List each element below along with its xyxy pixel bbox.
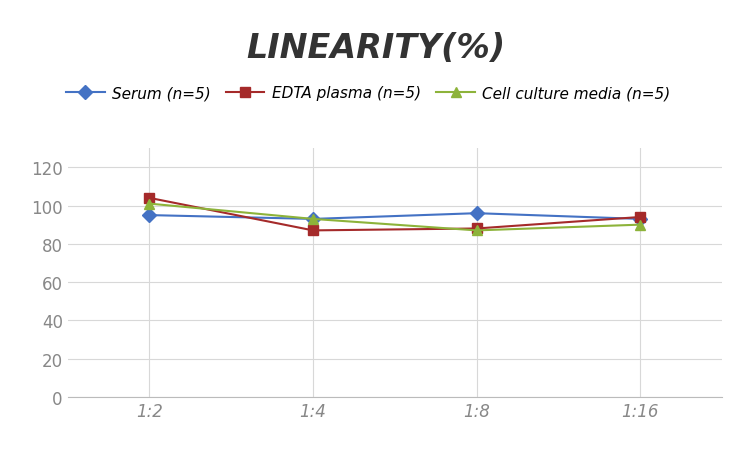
EDTA plasma (n=5) [308,228,317,234]
Line: Cell culture media (n=5): Cell culture media (n=5) [144,199,645,236]
Serum (n=5) [308,217,317,222]
EDTA plasma (n=5) [635,215,644,220]
Cell culture media (n=5) [635,222,644,228]
EDTA plasma (n=5) [472,226,481,232]
Cell culture media (n=5) [472,228,481,234]
Cell culture media (n=5) [145,202,154,207]
Cell culture media (n=5) [308,217,317,222]
Text: LINEARITY(%): LINEARITY(%) [247,32,505,64]
Serum (n=5) [145,213,154,218]
Line: Serum (n=5): Serum (n=5) [144,209,645,224]
Line: EDTA plasma (n=5): EDTA plasma (n=5) [144,193,645,236]
Legend: Serum (n=5), EDTA plasma (n=5), Cell culture media (n=5): Serum (n=5), EDTA plasma (n=5), Cell cul… [60,80,677,107]
EDTA plasma (n=5) [145,196,154,201]
Serum (n=5) [635,217,644,222]
Serum (n=5) [472,211,481,216]
